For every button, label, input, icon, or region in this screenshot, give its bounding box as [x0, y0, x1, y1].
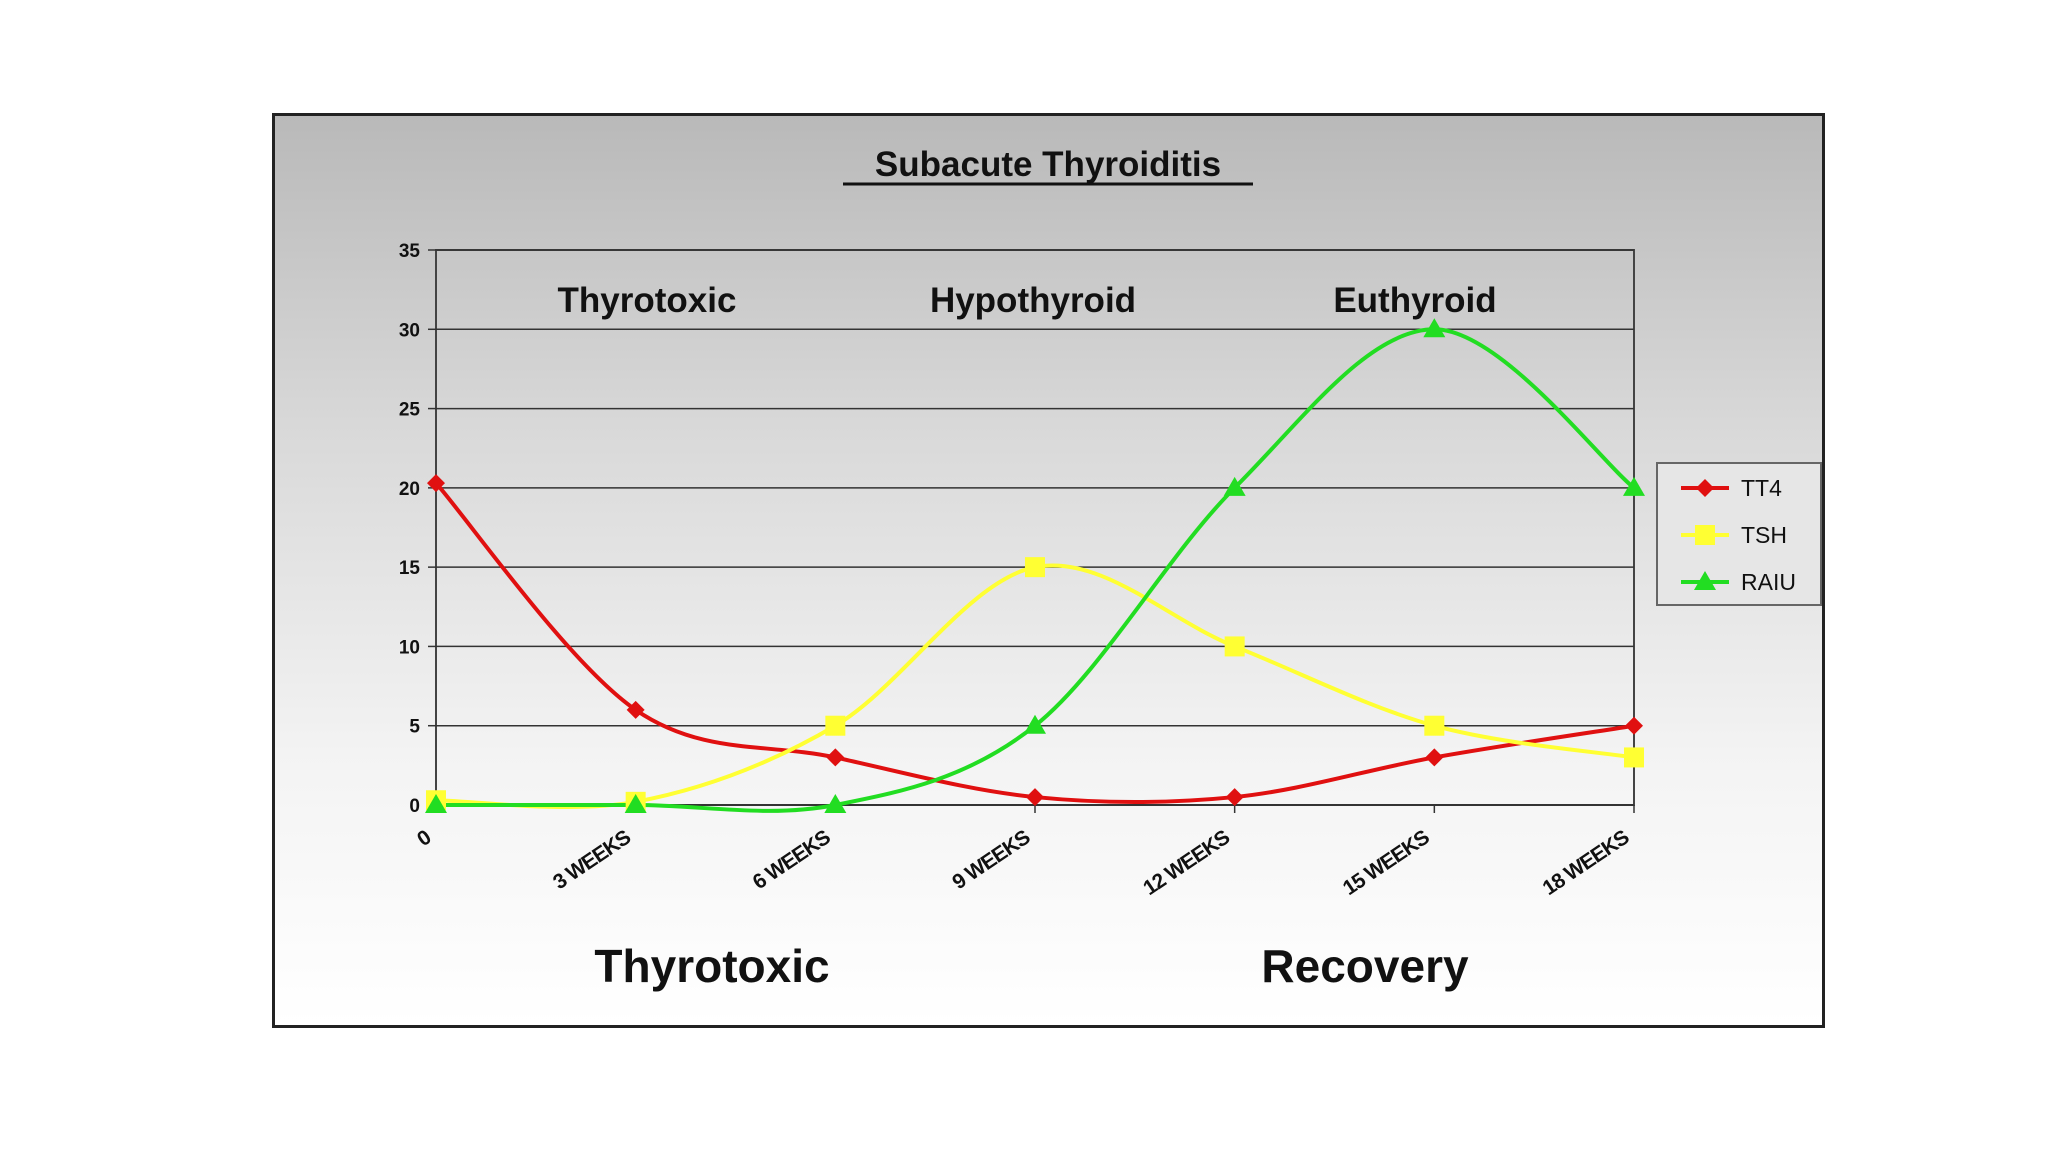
legend-marker-tsh [1695, 525, 1715, 545]
phase-label-top: Thyrotoxic [558, 281, 737, 320]
legend: TT4 TSH RAIU [1656, 462, 1822, 606]
data-point-tsh [1025, 557, 1045, 578]
y-tick-label: 0 [409, 796, 420, 817]
data-point-tt4 [1225, 788, 1244, 807]
legend-label-tsh: TSH [1741, 522, 1787, 548]
y-tick-label: 5 [409, 717, 420, 738]
y-tick-label: 10 [399, 637, 420, 658]
data-point-raiu [624, 794, 647, 813]
data-point-raiu [1223, 476, 1246, 496]
y-tick-label: 35 [399, 241, 421, 262]
gridlines [436, 249, 1634, 727]
data-point-tt4 [1425, 748, 1444, 767]
x-tick-label: 0 [413, 826, 435, 851]
phase-label-bottom: Thyrotoxic [594, 940, 829, 992]
series-markers [425, 318, 1645, 813]
chart-labels: Subacute Thyroiditis Thyrotoxic Hypothyroi… [558, 145, 1497, 992]
x-tick-label: 3 WEEKS [549, 826, 635, 895]
data-point-tsh [825, 715, 846, 736]
data-point-raiu [824, 794, 847, 813]
data-point-tt4 [1625, 716, 1643, 735]
phase-label-top: Hypothyroid [930, 281, 1136, 320]
x-tick-label: 6 WEEKS [749, 826, 835, 895]
data-point-tt4 [1026, 788, 1044, 807]
y-tick-label: 25 [399, 400, 421, 421]
data-point-tsh [1424, 715, 1445, 736]
y-tick-label: 15 [399, 558, 421, 579]
data-point-tsh [1624, 747, 1644, 768]
x-tick-label: 12 WEEKS [1139, 826, 1234, 901]
data-point-tt4 [826, 748, 845, 767]
data-point-tt4 [626, 700, 645, 719]
x-tick-label: 9 WEEKS [948, 826, 1034, 895]
data-point-raiu [1423, 318, 1446, 338]
legend-label-raiu: RAIU [1741, 569, 1796, 595]
chart-title: Subacute Thyroiditis [875, 145, 1221, 184]
data-point-raiu [1024, 714, 1046, 734]
phase-label-top: Euthyroid [1333, 281, 1496, 320]
x-tick-label: 18 WEEKS [1539, 826, 1634, 901]
legend-marker-tt4 [1696, 479, 1714, 497]
y-tick-label: 30 [399, 320, 420, 341]
chart-frame: 0 5 10 15 20 25 30 35 0 3 WEEKS 6 WEEKS 9 WEEKS 12 W… [272, 113, 1825, 1028]
series-line-tsh [435, 563, 1635, 809]
phase-label-bottom: Recovery [1261, 940, 1469, 992]
data-point-raiu [425, 794, 447, 813]
legend-label-tt4: TT4 [1741, 475, 1782, 501]
axis-ticks: 0 5 10 15 20 25 30 35 0 3 WEEKS 6 WEEKS 9 WEEKS 12 W… [399, 241, 1635, 901]
data-point-tt4 [427, 474, 445, 493]
data-point-tsh [1224, 636, 1245, 657]
data-point-raiu [1623, 476, 1645, 496]
series-line-tt4 [434, 481, 1635, 805]
legend-marker-raiu [1694, 571, 1716, 590]
x-tick-label: 15 WEEKS [1339, 826, 1434, 901]
y-tick-label: 20 [399, 479, 420, 500]
chart-svg: 0 5 10 15 20 25 30 35 0 3 WEEKS 6 WEEKS 9 WEEKS 12 W… [399, 145, 1822, 992]
